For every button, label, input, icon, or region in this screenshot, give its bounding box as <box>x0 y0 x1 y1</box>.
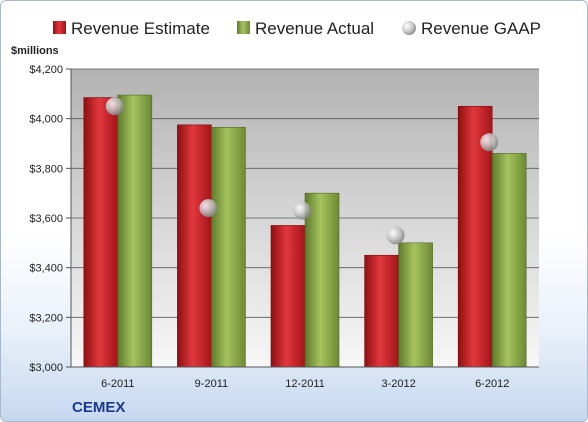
marker-revenue-gaap <box>480 133 499 152</box>
bars <box>83 94 527 368</box>
legend: Revenue Estimate Revenue Actual Revenue … <box>53 19 541 38</box>
x-axis: 6-2011 9-2011 12-2011 3-2012 6-2012 <box>71 366 539 390</box>
bar-revenue-actual <box>117 94 153 368</box>
y-tick-label: $3,400 <box>29 263 63 275</box>
x-tick-label: 6-2011 <box>101 378 134 390</box>
legend-label-revenue-gaap: Revenue GAAP <box>421 19 541 38</box>
marker-revenue-gaap <box>105 97 124 116</box>
y-tick-label: $4,200 <box>29 64 63 76</box>
legend-label-revenue-estimate: Revenue Estimate <box>71 19 210 38</box>
y-axis: $3,000 $3,200 $3,400 $3,600 $3,800 $4,000 $4,2… <box>29 64 72 374</box>
legend-label-revenue-actual: Revenue Actual <box>255 19 374 38</box>
bar-revenue-actual <box>398 242 433 368</box>
marker-revenue-gaap <box>386 226 405 245</box>
x-tick-label: 9-2011 <box>195 378 228 390</box>
company-name: CEMEX <box>72 399 125 416</box>
y-tick-label: $3,200 <box>29 312 63 324</box>
bar-revenue-actual <box>304 192 340 368</box>
bar-revenue-estimate <box>83 97 119 368</box>
marker-revenue-gaap <box>199 199 218 218</box>
x-tick-label: 3-2012 <box>381 378 415 390</box>
gaap-markers <box>105 97 499 245</box>
x-tick-label: 12-2011 <box>285 378 325 390</box>
marker-revenue-gaap <box>293 201 311 220</box>
y-tick-label: $3,800 <box>29 163 63 175</box>
y-tick-label: $4,000 <box>29 114 63 126</box>
bar-revenue-estimate <box>364 254 399 368</box>
legend-swatch-revenue-actual <box>237 21 250 34</box>
x-tick-label: 6-2012 <box>475 378 509 390</box>
y-tick-label: $3,000 <box>29 362 63 374</box>
bar-revenue-actual <box>491 153 527 368</box>
bar-revenue-estimate <box>177 124 212 368</box>
y-tick-label: $3,600 <box>29 213 63 225</box>
bar-revenue-actual <box>211 127 246 368</box>
y-axis-unit-label: $millions <box>11 45 59 57</box>
legend-marker-revenue-gaap <box>402 21 416 35</box>
legend-swatch-revenue-estimate <box>53 21 66 34</box>
bar-revenue-estimate <box>270 225 306 368</box>
